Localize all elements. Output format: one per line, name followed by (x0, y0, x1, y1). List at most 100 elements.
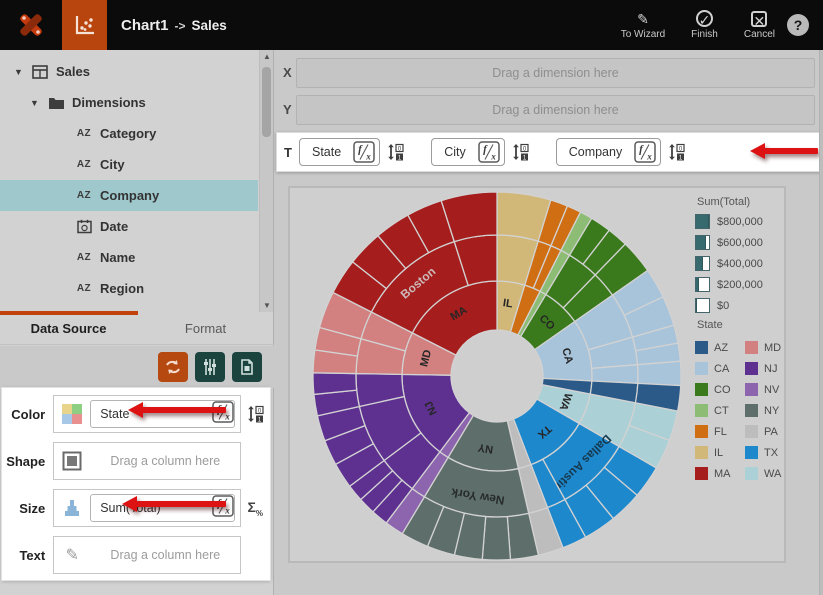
data-source-panel: ▼ Sales ▼ Dimensions AZ Category AZ City AZ Compa… (0, 50, 274, 595)
state-legend-item-ma: MA (695, 463, 735, 484)
y-drop-zone[interactable]: Drag a dimension here (296, 95, 815, 125)
swap-icon (166, 360, 180, 374)
sort-order-icon[interactable]: 0 1 (247, 404, 264, 424)
svg-text:f: f (639, 144, 644, 156)
finish-button[interactable]: ✓ Finish (691, 10, 718, 40)
state-legend-item-nj: NJ (745, 358, 785, 379)
state-legend-item-pa: PA (745, 421, 785, 442)
size-icon (54, 498, 90, 518)
svg-text:x: x (490, 152, 496, 162)
svg-text:0: 0 (679, 146, 683, 152)
state-legend-item-ny: NY (745, 400, 785, 421)
swap-axes-button[interactable] (158, 352, 188, 382)
to-wizard-button[interactable]: ✎ To Wizard (620, 10, 666, 40)
city-slice-ca-2[interactable] (590, 363, 639, 385)
filter-button[interactable] (195, 352, 225, 382)
sort-order-icon[interactable]: 0 1 (387, 142, 404, 162)
sunburst-label: WA (557, 391, 574, 412)
svg-text:1: 1 (398, 155, 402, 161)
tree-item-company[interactable]: AZ Company (0, 180, 258, 211)
sort-order-icon[interactable]: 0 1 (668, 142, 685, 162)
chart-canvas: IL CO CA WA Dallas Austin TX New York NY NJ MD Bos… (288, 186, 786, 563)
window-scrollbar[interactable] (819, 50, 823, 595)
text-mark-row: Text ✎ Drag a column here (6, 535, 266, 575)
sort-order-icon[interactable]: 0 1 (244, 404, 266, 424)
scroll-down-icon[interactable]: ▼ (263, 301, 271, 310)
state-legend-item-az: AZ (695, 337, 735, 358)
caret-down-icon[interactable]: ▼ (30, 97, 39, 108)
sort-order-icon[interactable]: 0 1 (512, 142, 529, 162)
tree-scrollbar[interactable]: ▲ ▼ (259, 50, 273, 312)
tree-item-label: Dimensions (72, 95, 146, 110)
fx-expression-icon[interactable]: f x (353, 141, 375, 163)
state-legend-item-md: MD (745, 337, 785, 358)
color-label: Color (11, 406, 46, 422)
state-legend-item-fl: FL (695, 421, 735, 442)
fx-expression-icon[interactable]: f x (634, 141, 656, 163)
color-drop-group[interactable]: State f x (53, 395, 242, 433)
scrollbar-thumb[interactable] (262, 67, 271, 137)
x-drop-zone[interactable]: Drag a dimension here (296, 58, 815, 88)
svg-text:0: 0 (258, 408, 262, 414)
svg-text:x: x (225, 411, 231, 421)
text-pencil-icon: ✎ (65, 547, 79, 564)
cancel-button[interactable]: ✕ Cancel (743, 10, 775, 40)
tree-item-city[interactable]: AZ City (0, 149, 258, 180)
y-shelf-label: Y (283, 102, 292, 117)
text-drop-group[interactable]: ✎ Drag a column here (53, 536, 242, 574)
company-slice-ny-0-1[interactable] (481, 515, 512, 561)
chart-type-button[interactable] (62, 0, 107, 50)
size-legend-entry: $800,000 (695, 214, 785, 229)
state-legend-item-nv: NV (745, 379, 785, 400)
svg-text:x: x (225, 505, 231, 515)
tree-item-name[interactable]: AZ Name (0, 242, 258, 273)
dimension-chip-company[interactable]: Company f x (555, 138, 662, 166)
caret-down-icon[interactable]: ▼ (14, 66, 23, 77)
dataset-name: Sales (191, 17, 227, 33)
pencil-icon: ✎ (637, 10, 649, 27)
scroll-up-icon[interactable]: ▲ (263, 52, 271, 61)
t-shelf-chips: State f x 0 1 City f x 0 1 Company f x 0… (299, 138, 712, 166)
shape-label: Shape (6, 453, 46, 469)
tree-item-region[interactable]: AZ Region (0, 273, 258, 304)
cancel-box-icon: ✕ (751, 10, 768, 29)
sunburst-label: MD (418, 349, 434, 369)
dimension-chip-city[interactable]: City f x (431, 138, 505, 166)
company-slice-ca-2-0[interactable] (636, 360, 682, 387)
header-bar: Chart1 -> Sales ✎ To Wizard ✓ Finish ✕ C… (0, 0, 823, 50)
size-legend-entry: $400,000 (695, 256, 785, 271)
tutorial-arrow-t-shelf (750, 143, 818, 159)
tree-item-sales[interactable]: ▼ Sales (0, 56, 258, 87)
tutorial-arrow-size (122, 496, 226, 512)
tab-data-source[interactable]: Data Source (30, 321, 107, 336)
string-field-icon: AZ (76, 190, 92, 201)
shape-drop-group[interactable]: Drag a column here (53, 442, 242, 480)
size-label: Size (19, 500, 46, 516)
tab-format[interactable]: Format (184, 321, 227, 336)
t-shelf: T State f x 0 1 City f x 0 1 Company f x… (276, 132, 823, 172)
page-icon (241, 359, 253, 375)
aggregation-icon[interactable]: Σ% (247, 498, 263, 518)
field-tree: ▼ Sales ▼ Dimensions AZ Category AZ City AZ Compa… (0, 56, 258, 304)
company-slice-ma-1-0[interactable] (440, 191, 498, 243)
tree-item-date[interactable]: Date (0, 211, 258, 242)
help-button[interactable]: ? (787, 14, 809, 36)
string-field-icon: AZ (76, 252, 92, 263)
duplicate-page-button[interactable] (232, 352, 262, 382)
tree-item-category[interactable]: AZ Category (0, 118, 258, 149)
svg-text:f: f (358, 144, 363, 156)
dimension-chip-state[interactable]: State f x (299, 138, 381, 166)
tutorial-arrow-color (128, 402, 226, 418)
tree-item-label: Region (100, 281, 145, 296)
panel-tabs: Data Source Format (0, 315, 274, 345)
state-legend-item-co: CO (695, 379, 735, 400)
tree-item-dimensions[interactable]: ▼ Dimensions (0, 87, 258, 118)
company-slice-nj-2-1[interactable] (312, 372, 358, 396)
tree-item-label: Sales (56, 64, 90, 79)
fx-expression-icon[interactable]: f x (477, 141, 500, 163)
sunburst-label: NJ (423, 399, 440, 417)
size-drop-group[interactable]: Sum(Total) f x (53, 489, 242, 527)
svg-text:1: 1 (258, 417, 262, 423)
